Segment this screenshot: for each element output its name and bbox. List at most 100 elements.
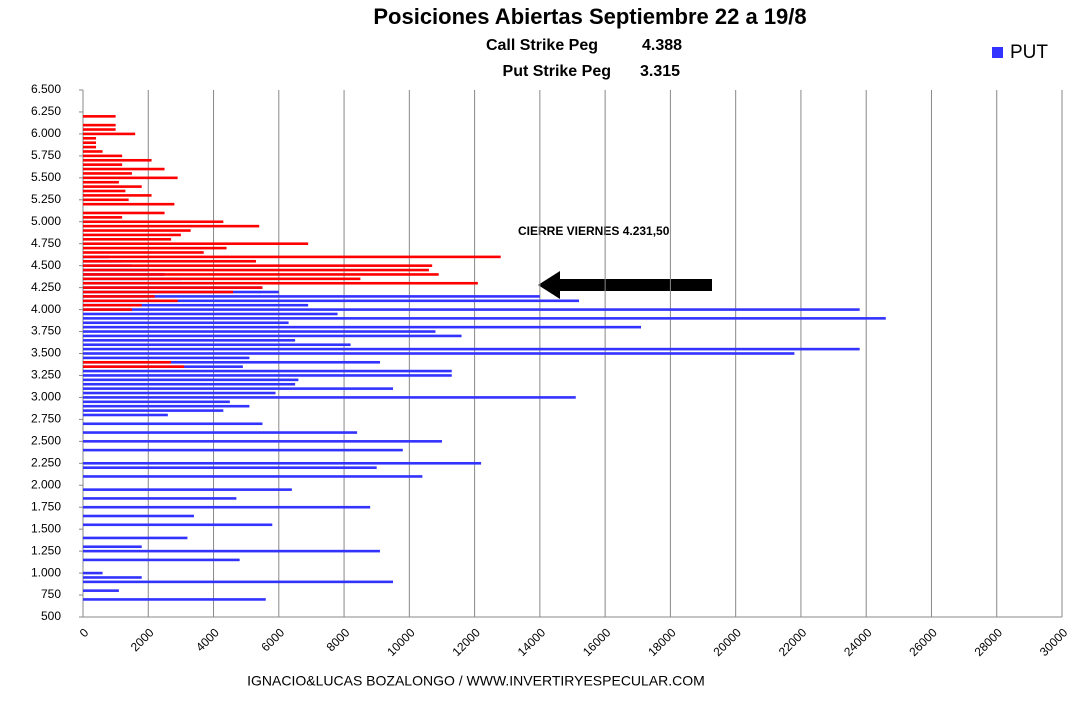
bar [83, 299, 580, 303]
bar [83, 238, 172, 241]
bar [83, 400, 230, 404]
y-tick-label: 1.750 [31, 499, 61, 513]
bar [83, 216, 123, 219]
bar [83, 347, 860, 351]
bar [83, 198, 129, 202]
bar [83, 224, 260, 228]
bar [83, 264, 433, 267]
bar [83, 277, 361, 281]
bar [83, 523, 273, 527]
bar [83, 448, 403, 452]
bar [83, 145, 97, 149]
bar [83, 382, 296, 386]
bar [83, 352, 795, 355]
arrow-head [538, 271, 560, 299]
bar [83, 334, 462, 338]
y-tick-label: 6.000 [31, 126, 61, 140]
bar [83, 576, 142, 579]
bar [83, 128, 116, 131]
bar [83, 475, 423, 478]
bar [83, 286, 263, 289]
bar [83, 115, 116, 118]
bar [83, 246, 227, 250]
bar [83, 422, 263, 426]
bar [83, 211, 165, 215]
bar [83, 273, 439, 276]
bar [83, 536, 188, 540]
bar [83, 409, 224, 412]
arrow-shaft [556, 279, 712, 291]
bar [83, 461, 482, 465]
bar [83, 391, 276, 395]
subtitle-value: 4.388 [642, 37, 682, 54]
bar [83, 330, 436, 333]
subtitle-label: Put Strike Peg [503, 63, 611, 80]
bar [83, 488, 292, 491]
bar [83, 378, 299, 382]
bar [83, 299, 178, 303]
bar [83, 176, 178, 180]
y-tick-label: 2.000 [31, 477, 61, 491]
bar [83, 308, 860, 311]
bar [83, 185, 142, 188]
bar [83, 598, 266, 601]
bar [83, 141, 97, 144]
bar [83, 233, 181, 237]
bar [83, 360, 172, 364]
y-tick-label: 750 [41, 587, 61, 601]
bar [83, 154, 123, 158]
y-tick-label: 5.500 [31, 170, 61, 184]
bar [83, 180, 119, 184]
y-tick-label: 2.500 [31, 434, 61, 448]
bar [83, 360, 380, 364]
y-tick-label: 4.250 [31, 280, 61, 294]
bar [83, 303, 142, 307]
bar [83, 589, 119, 592]
y-tick-label: 3.500 [31, 346, 61, 360]
bar [83, 356, 250, 360]
bar [83, 268, 429, 272]
bar [83, 229, 191, 232]
y-tick-label: 6.250 [31, 104, 61, 118]
bar [83, 189, 126, 193]
bar [83, 312, 338, 316]
bar [83, 137, 97, 140]
bar [83, 549, 380, 553]
bar [83, 172, 132, 175]
bar [83, 281, 478, 285]
y-tick-label: 1.500 [31, 521, 61, 535]
bar [83, 343, 351, 347]
y-tick-label: 3.250 [31, 368, 61, 382]
bar [83, 571, 103, 575]
bar [83, 290, 234, 294]
bar [83, 404, 250, 408]
bar [83, 255, 501, 259]
bar [83, 202, 175, 206]
bar [83, 545, 142, 549]
y-tick-label: 5.750 [31, 148, 61, 162]
bar [83, 396, 576, 399]
y-tick-label: 2.750 [31, 412, 61, 426]
y-tick-label: 4.500 [31, 258, 61, 272]
y-tick-label: 3.000 [31, 390, 61, 404]
bar [83, 163, 123, 166]
bar [83, 413, 168, 417]
bar [83, 466, 377, 469]
bar [83, 339, 296, 342]
bar [83, 295, 540, 298]
y-tick-label: 4.000 [31, 302, 61, 316]
bar [83, 220, 224, 224]
bar [83, 308, 132, 311]
arrow [538, 271, 712, 299]
annotation: CIERRE VIERNES 4.231,50 [518, 224, 670, 238]
footer: IGNACIO&LUCAS BOZALONGO / WWW.INVERTIRYE… [247, 673, 705, 689]
bar [83, 497, 237, 500]
bar [83, 150, 103, 153]
y-tick-label: 500 [41, 609, 61, 623]
chart-title: Posiciones Abiertas Septiembre 22 a 19/8 [373, 4, 806, 29]
bar [83, 242, 309, 246]
bar [83, 259, 256, 263]
y-tick-label: 1.250 [31, 543, 61, 557]
bar [83, 514, 194, 518]
